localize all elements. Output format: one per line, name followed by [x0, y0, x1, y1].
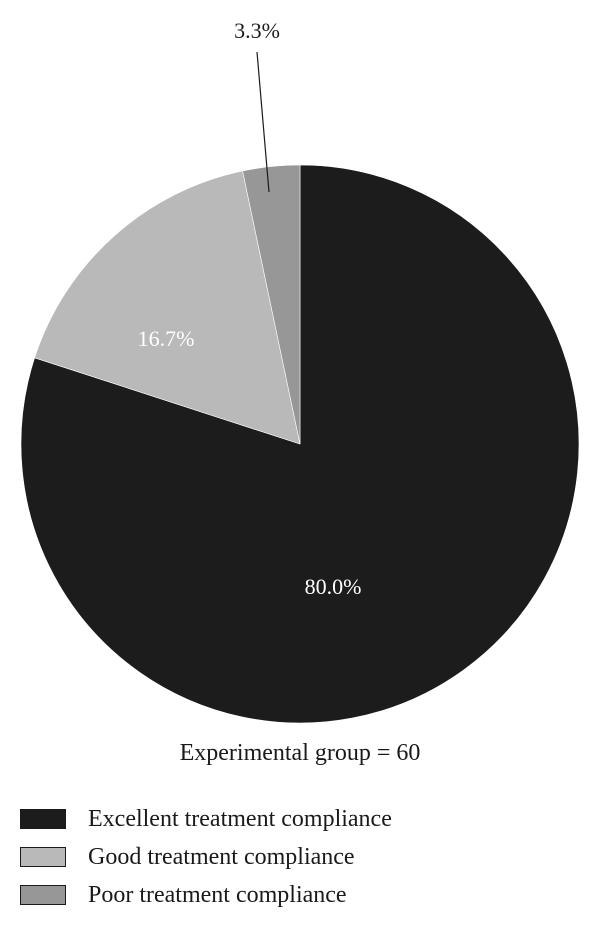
chart-caption: Experimental group = 60: [179, 740, 421, 766]
pie-labels: 80.0% 16.7% 3.3%: [138, 18, 362, 599]
legend-swatch-good: [20, 847, 66, 867]
pie-chart: 80.0% 16.7% 3.3%: [20, 18, 580, 724]
legend-label-excellent: Excellent treatment compliance: [88, 806, 392, 832]
legend-item-poor: Poor treatment compliance: [20, 876, 392, 914]
legend-item-good: Good treatment compliance: [20, 838, 392, 876]
slice-label-poor: 3.3%: [234, 18, 280, 43]
legend: Excellent treatment compliance Good trea…: [20, 800, 392, 914]
leader-line-poor: [256, 51, 270, 193]
legend-swatch-poor: [20, 885, 66, 905]
legend-label-good: Good treatment compliance: [88, 844, 355, 870]
slice-label-excellent: 80.0%: [305, 574, 362, 599]
pie-slices: [20, 164, 580, 724]
pie-slice-good: [34, 170, 301, 445]
slice-label-good: 16.7%: [138, 326, 195, 351]
legend-item-excellent: Excellent treatment compliance: [20, 800, 392, 838]
legend-swatch-excellent: [20, 809, 66, 829]
legend-label-poor: Poor treatment compliance: [88, 882, 347, 908]
pie-slice-poor: [242, 164, 301, 445]
